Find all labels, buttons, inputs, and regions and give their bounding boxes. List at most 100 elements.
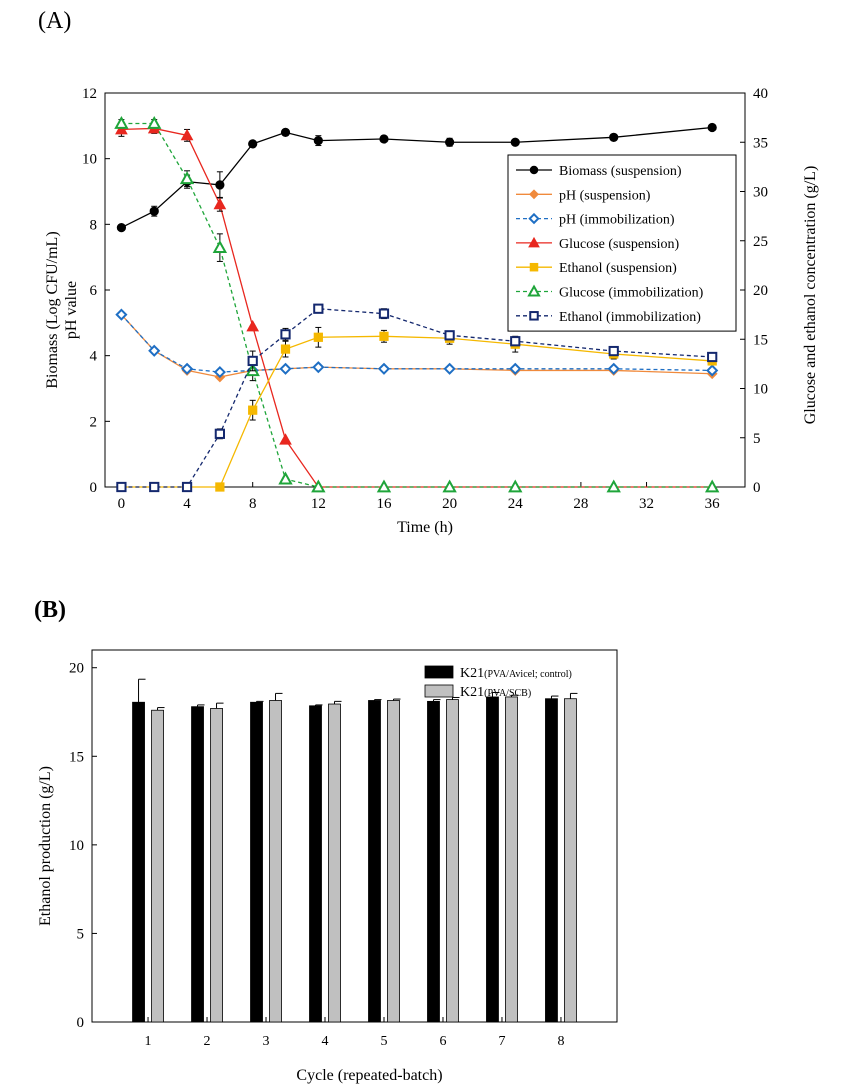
y-tick-label: 15 — [69, 749, 84, 765]
data-point — [704, 479, 720, 493]
series-line — [120, 314, 713, 378]
data-point — [313, 135, 323, 146]
bar-scb-cycle-8 — [564, 698, 577, 1023]
data-point — [312, 361, 325, 374]
legend-label: pH (suspension) — [559, 188, 651, 203]
data-point — [180, 128, 194, 141]
data-point — [442, 479, 457, 493]
data-point — [212, 240, 228, 254]
left-tick-label: 4 — [90, 349, 98, 365]
right-axis-ticks: 0 5 10 15 20 25 30 35 40 — [740, 86, 768, 496]
data-point — [378, 308, 390, 319]
x-tick-label: 36 — [705, 496, 721, 512]
y-tick-label: 0 — [77, 1015, 85, 1031]
legend-swatch — [424, 684, 454, 698]
data-point — [149, 481, 160, 493]
bar-scb-cycle-2 — [210, 708, 223, 1023]
x-tick-label: 0 — [118, 496, 126, 512]
bar-control-cycle-3 — [250, 701, 263, 1023]
series-line — [120, 314, 713, 373]
data-point — [607, 362, 620, 375]
series-line — [121, 126, 713, 229]
data-point — [311, 479, 326, 493]
data-point — [247, 355, 258, 367]
legend-label: Glucose (suspension) — [559, 237, 679, 252]
data-point — [379, 331, 389, 341]
legend-label: Ethanol (immobilization) — [559, 310, 701, 325]
y-tick-label: 5 — [77, 926, 85, 942]
right-tick-label: 5 — [753, 431, 761, 447]
x-tick-label: 6 — [439, 1034, 446, 1049]
legend-entry-ph-suspension: pH (suspension) — [516, 188, 651, 203]
bar-control-cycle-7 — [486, 696, 499, 1023]
series-line — [121, 308, 713, 488]
legend-label: Glucose (immobilization) — [559, 286, 704, 301]
y-axis-ticks: 0 5 10 15 20 — [69, 661, 97, 1031]
right-tick-label: 40 — [753, 86, 768, 102]
data-point — [280, 329, 291, 340]
legend-entry-ph-immobilization: pH (immobilization) — [516, 213, 675, 228]
legend-marker — [529, 262, 539, 272]
legend-entry-biomass-suspension: Biomass (suspension) — [516, 164, 682, 179]
data-point — [213, 197, 227, 210]
x-tick-label: 4 — [322, 1034, 329, 1049]
x-tick-label: 7 — [498, 1034, 505, 1049]
legend-label: pH (immobilization) — [559, 213, 675, 228]
legend: K21(PVA/Avicel; control) K21(PVA/SCB) — [424, 665, 572, 700]
bar-scb-cycle-6 — [446, 699, 459, 1023]
bar-control-cycle-2 — [191, 706, 204, 1023]
panel-a-label: (A) — [38, 8, 72, 34]
panel-b-label: (B) — [34, 597, 66, 623]
left-tick-label: 2 — [90, 414, 98, 430]
left-axis-ticks: 0 2 4 6 8 10 12 — [82, 86, 110, 496]
legend: Biomass (suspension) pH (suspension) pH (i… — [507, 154, 737, 332]
data-point — [608, 345, 619, 357]
legend-swatch — [424, 665, 454, 679]
data-point — [313, 332, 323, 342]
data-point — [508, 479, 523, 493]
x-tick-label: 28 — [573, 496, 588, 512]
data-point — [444, 137, 455, 147]
data-point — [510, 137, 520, 147]
data-point — [278, 471, 293, 485]
bar-control-cycle-8 — [545, 698, 558, 1023]
legend-marker — [529, 189, 539, 200]
data-point — [215, 180, 225, 190]
data-point — [179, 171, 195, 185]
legend-entry-scb: K21(PVA/SCB) — [424, 684, 531, 700]
x-axis-ticks: 1 2 3 4 5 6 7 8 — [145, 1017, 564, 1049]
legend-entry-ethanol-immobilization: Ethanol (immobilization) — [516, 310, 701, 325]
legend-entry-control: K21(PVA/Avicel; control) — [424, 665, 572, 681]
legend-label-subscript: (PVA/SCB) — [484, 688, 531, 699]
left-tick-label: 12 — [82, 86, 97, 102]
x-axis-label: Cycle (repeated-batch) — [296, 1067, 442, 1084]
data-point — [444, 330, 455, 341]
data-point — [248, 139, 258, 149]
data-point — [246, 319, 260, 332]
bar-control-cycle-1 — [132, 701, 145, 1023]
data-point — [280, 127, 291, 138]
series-biomass-suspension — [116, 122, 717, 233]
legend-label: K21(PVA/Avicel; control) — [460, 666, 572, 681]
data-point — [379, 134, 389, 144]
data-point — [248, 405, 258, 415]
series-ethanol-immobilization — [116, 303, 718, 493]
right-tick-label: 20 — [753, 283, 768, 299]
right-tick-label: 10 — [753, 382, 768, 398]
x-tick-label: 3 — [263, 1034, 270, 1049]
bar-control-cycle-5 — [368, 700, 381, 1023]
left-tick-label: 0 — [90, 480, 98, 496]
x-tick-label: 24 — [508, 496, 524, 512]
series-layer — [114, 115, 720, 493]
right-tick-label: 0 — [753, 480, 761, 496]
data-point — [510, 336, 521, 347]
x-tick-label: 1 — [145, 1034, 152, 1049]
x-tick-label: 2 — [204, 1034, 211, 1049]
right-tick-label: 30 — [753, 185, 768, 201]
y-tick-label: 10 — [69, 838, 84, 854]
left-axis-label-ph: pH value — [63, 281, 80, 339]
data-point — [509, 362, 522, 375]
series-glucose-immobilization — [114, 115, 720, 493]
left-tick-label: 10 — [82, 152, 97, 168]
